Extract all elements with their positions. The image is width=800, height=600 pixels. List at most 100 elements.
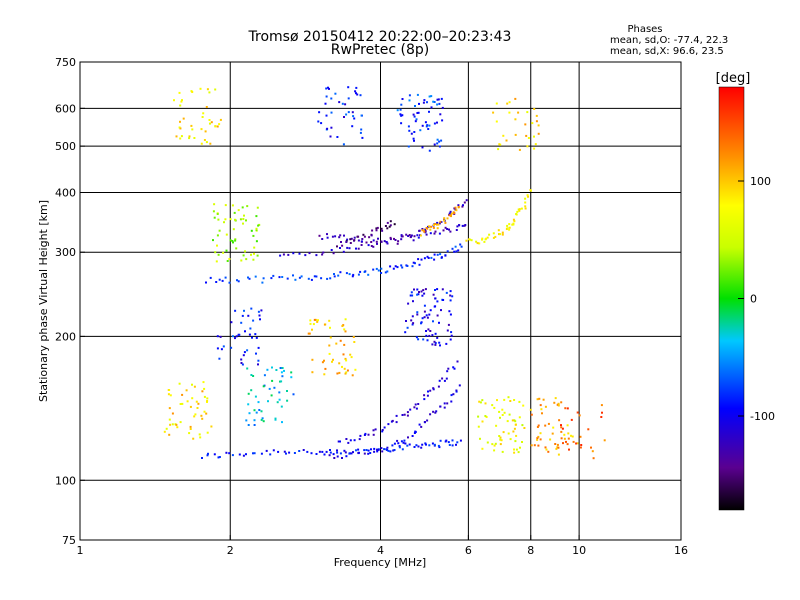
data-point	[347, 86, 350, 89]
data-point	[536, 426, 539, 428]
data-point	[436, 300, 439, 303]
data-point	[566, 424, 569, 427]
data-point	[438, 145, 441, 148]
data-point	[258, 409, 261, 411]
data-point	[425, 314, 428, 317]
x-tick-label: 8	[527, 544, 534, 557]
data-point	[338, 236, 341, 239]
data-point	[210, 121, 213, 124]
data-point	[245, 219, 247, 222]
data-point	[203, 395, 206, 398]
data-point	[537, 424, 540, 427]
data-point	[332, 252, 335, 255]
y-tick-label: 600	[55, 102, 76, 115]
data-point	[446, 402, 449, 405]
data-point	[461, 205, 464, 208]
data-point	[270, 394, 273, 397]
data-point	[508, 101, 511, 104]
data-point	[503, 411, 506, 414]
data-point	[420, 446, 423, 449]
data-point	[203, 410, 206, 413]
data-point	[194, 413, 197, 416]
data-point	[432, 100, 435, 103]
data-point	[499, 233, 502, 236]
data-point	[413, 446, 416, 448]
data-point	[418, 423, 421, 426]
data-point	[411, 323, 414, 326]
data-point	[544, 405, 547, 408]
data-point	[376, 448, 378, 451]
data-point	[425, 125, 428, 128]
data-point	[277, 450, 280, 453]
chart-subtitle: RwPretec (8p)	[331, 42, 429, 58]
data-point	[208, 91, 211, 94]
data-point	[342, 143, 345, 146]
data-point	[409, 408, 412, 411]
data-point	[451, 247, 454, 250]
data-point	[260, 418, 263, 421]
data-point	[403, 439, 406, 442]
data-point	[371, 229, 374, 232]
data-point	[308, 252, 311, 255]
data-point	[501, 231, 504, 234]
data-point	[416, 313, 419, 316]
data-point	[392, 267, 395, 270]
data-point	[424, 231, 427, 234]
data-point	[244, 250, 246, 253]
data-point	[512, 218, 515, 221]
data-point	[348, 247, 351, 250]
data-point	[325, 95, 328, 98]
data-point	[300, 275, 303, 278]
data-point	[329, 277, 332, 280]
data-point	[372, 245, 375, 248]
data-point	[415, 118, 418, 121]
data-point	[407, 436, 409, 439]
data-point	[320, 122, 323, 125]
data-point	[433, 122, 436, 125]
data-point	[449, 338, 452, 341]
data-point	[524, 207, 527, 210]
data-point	[345, 359, 348, 362]
data-point	[439, 113, 442, 116]
y-tick-label: 75	[62, 534, 76, 547]
data-point	[425, 227, 428, 229]
data-point	[257, 401, 260, 404]
data-point	[433, 258, 436, 261]
data-point	[217, 253, 220, 256]
data-point	[341, 457, 343, 459]
data-point	[417, 111, 420, 114]
data-point	[570, 418, 573, 421]
data-point	[412, 239, 415, 242]
data-point	[254, 275, 257, 278]
data-point	[228, 452, 231, 455]
data-point	[400, 234, 403, 237]
data-point	[433, 443, 436, 446]
data-point	[241, 314, 244, 317]
data-point	[364, 270, 367, 273]
data-point	[429, 228, 432, 231]
data-point	[557, 404, 560, 407]
data-point	[499, 436, 502, 439]
data-point	[171, 423, 174, 426]
data-point	[389, 220, 392, 223]
data-point	[383, 426, 386, 429]
data-point	[455, 443, 457, 446]
data-point	[218, 357, 221, 360]
data-point	[434, 411, 437, 414]
data-point	[206, 431, 209, 434]
data-point	[421, 229, 424, 232]
data-point	[420, 258, 423, 261]
data-point	[420, 425, 423, 428]
data-point	[268, 387, 271, 390]
data-point	[408, 99, 411, 102]
data-point	[446, 250, 449, 253]
data-point	[497, 148, 500, 151]
data-point	[415, 444, 418, 447]
data-point	[367, 433, 370, 436]
data-point	[423, 310, 426, 313]
data-point	[389, 224, 392, 227]
data-point	[465, 239, 468, 242]
data-point	[199, 87, 202, 90]
data-point	[386, 446, 389, 449]
data-point	[417, 338, 420, 341]
